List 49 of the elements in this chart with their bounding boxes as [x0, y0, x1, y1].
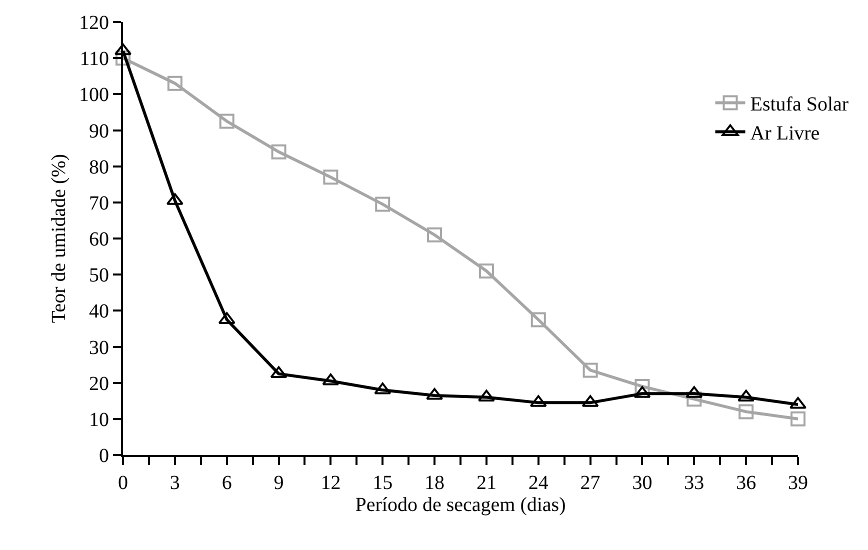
point	[478, 390, 495, 402]
y-tick-label: 100	[79, 84, 109, 106]
x-tick-label: 24	[528, 472, 548, 494]
y-tick-label: 50	[89, 264, 109, 287]
point	[116, 50, 130, 66]
x-tick-label: 39	[788, 472, 808, 494]
point	[219, 114, 234, 129]
point	[790, 411, 806, 426]
point	[271, 144, 286, 160]
legend-label: Ar Livre	[750, 122, 820, 145]
x-tick-label: 21	[476, 472, 496, 494]
x-tick-label: 15	[372, 472, 393, 494]
x-axis-title: Período de secagem (dias)	[355, 494, 566, 516]
x-tick-label: 6	[222, 472, 232, 494]
x-tick-label: 18	[424, 472, 445, 494]
point	[270, 366, 288, 378]
x-tick-label: 33	[684, 472, 704, 494]
point	[738, 390, 755, 402]
point	[582, 362, 598, 378]
y-tick-label: 20	[89, 372, 109, 395]
point	[427, 227, 442, 242]
point	[167, 76, 182, 91]
point	[323, 170, 338, 185]
point	[634, 378, 650, 394]
y-tick-label: 0	[99, 445, 109, 467]
point	[426, 388, 444, 400]
y-tick-label: 90	[89, 120, 109, 142]
x-tick-label: 3	[170, 472, 180, 494]
point	[738, 404, 754, 420]
y-tick-label: 30	[89, 336, 109, 359]
y-tick-label: 40	[89, 300, 109, 323]
y-tick-label: 70	[89, 192, 109, 214]
y-tick-label: 120	[79, 12, 109, 34]
x-tick-label: 0	[118, 472, 128, 494]
y-tick-label: 80	[89, 156, 109, 178]
x-tick-label: 36	[736, 472, 756, 494]
point	[686, 392, 702, 407]
point	[530, 312, 546, 328]
legend-label: Estufa Solar	[750, 94, 849, 116]
x-tick-label: 30	[632, 472, 652, 494]
y-tick-label: 10	[89, 408, 109, 431]
point	[478, 263, 494, 278]
x-tick-label: 12	[320, 472, 341, 494]
x-tick-label: 9	[274, 472, 284, 494]
x-tick-label: 27	[580, 472, 600, 494]
y-axis-title: Teor de umidade (%)	[48, 154, 70, 324]
point	[375, 196, 390, 212]
y-tick-label: 60	[89, 228, 109, 250]
y-tick-label: 110	[80, 48, 109, 70]
